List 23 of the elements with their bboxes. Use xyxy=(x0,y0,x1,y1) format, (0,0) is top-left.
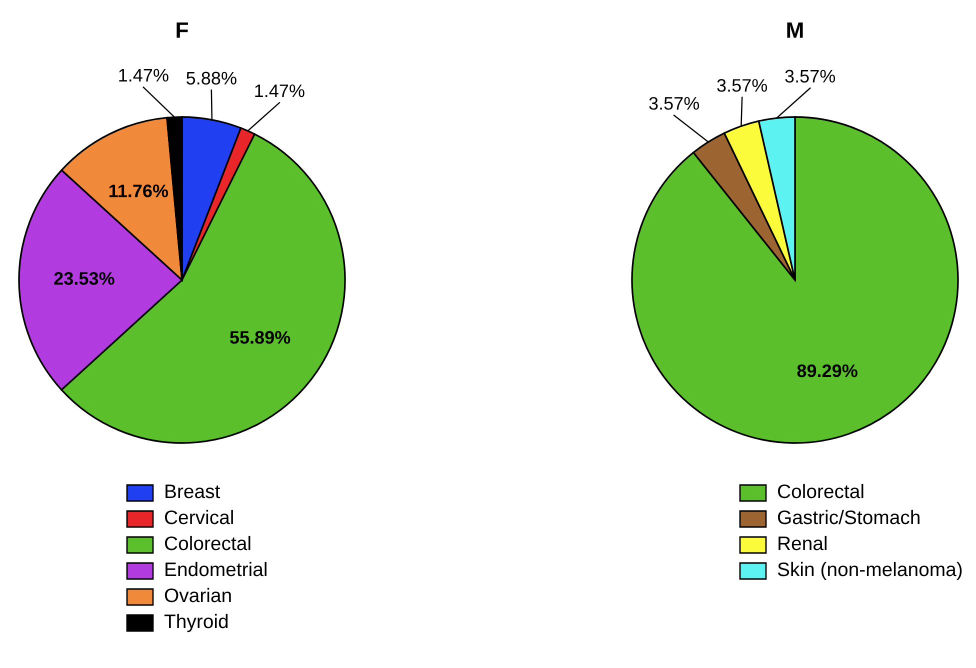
legend-label: Gastric/Stomach xyxy=(778,510,920,524)
data-label: 5.88% xyxy=(186,72,236,85)
data-label: 1.47% xyxy=(119,68,168,82)
data-label: 3.57% xyxy=(717,79,768,92)
data-label: 89.29% xyxy=(797,364,858,378)
pie-slice xyxy=(631,116,959,444)
legend-label: Thyroid xyxy=(164,614,228,632)
legend-label: Breast xyxy=(166,484,220,498)
chart-title: F xyxy=(176,22,188,38)
data-label: 11.76% xyxy=(109,184,168,198)
legend-label: Colorectal xyxy=(778,484,864,498)
legend-label: Cervical xyxy=(164,510,233,524)
data-label: 3.57% xyxy=(649,96,700,110)
data-label: 1.47% xyxy=(255,84,304,98)
legend-label: Skin (non-melanoma) xyxy=(778,562,962,580)
legend-label: Colorectal xyxy=(164,536,250,550)
data-label: 55.89% xyxy=(230,331,290,344)
legend-label: Renal xyxy=(778,536,827,550)
legend-label: Endometrial xyxy=(166,562,266,576)
data-label: 3.57% xyxy=(785,70,836,83)
legend-label: Ovarian xyxy=(164,588,231,602)
chart-title: M xyxy=(787,22,803,38)
data-label: 23.53% xyxy=(54,272,114,285)
